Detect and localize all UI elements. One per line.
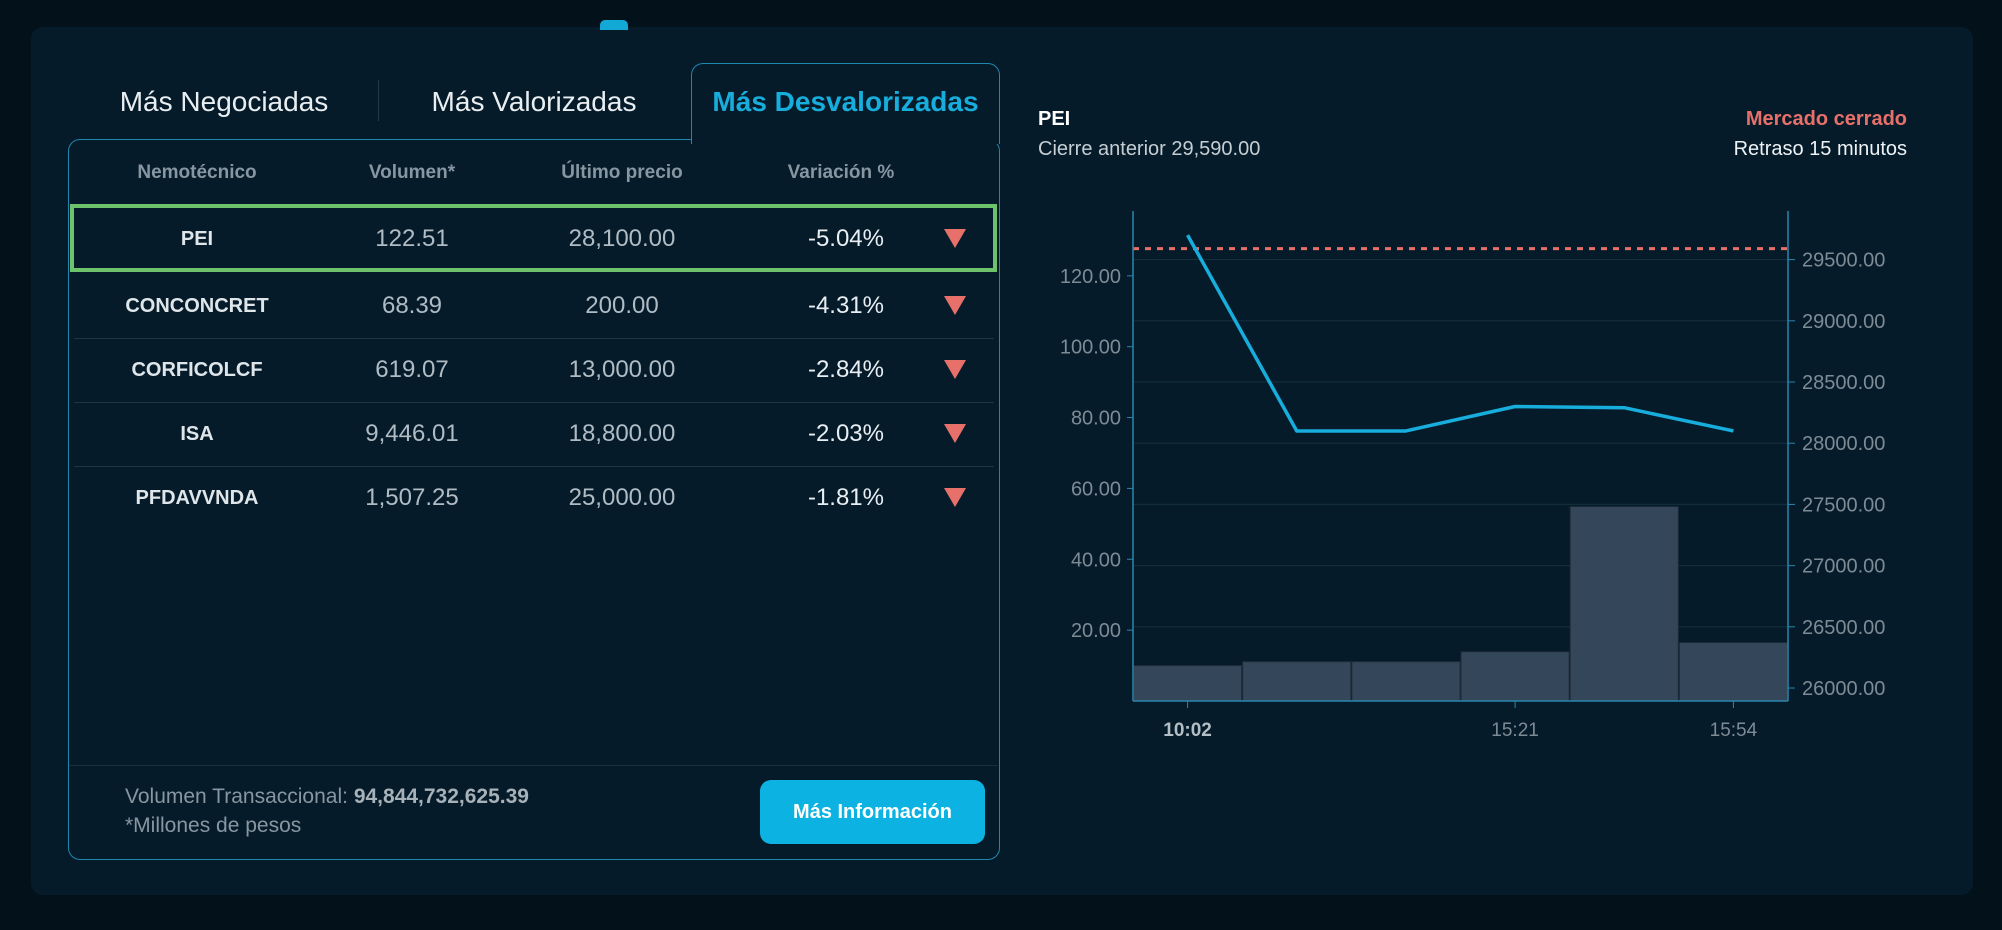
table-panel	[68, 139, 1000, 860]
right-tick-label: 27500.00	[1802, 494, 1885, 516]
cell-nemotecnico: PEI	[180, 228, 214, 250]
tab-divider	[378, 80, 379, 121]
cell-ultimo-precio: 200.00	[585, 292, 659, 319]
cell-nemotecnico: PFDAVVNDA	[135, 487, 259, 509]
right-tick-label: 26500.00	[1802, 617, 1885, 639]
left-tick-label: 80.00	[1071, 408, 1121, 430]
cell-variacion: -2.84%	[807, 356, 884, 383]
x-tick-label: 15:54	[1710, 720, 1758, 741]
row-divider	[74, 338, 994, 339]
tab-mas-negociadas[interactable]: Más Negociadas	[119, 86, 329, 117]
right-tick-label: 28000.00	[1802, 433, 1885, 455]
cell-variacion: -2.03%	[807, 420, 884, 447]
tab-mas-desvalorizadas[interactable]: Más Desvalorizadas	[712, 86, 979, 117]
active-tab-frame	[691, 63, 1000, 144]
more-info-button[interactable]: Más Información	[760, 780, 985, 844]
down-arrow-icon	[944, 488, 966, 507]
volume-bar	[1242, 661, 1352, 702]
tab-mas-valorizadas[interactable]: Más Valorizadas	[431, 86, 637, 117]
price-line	[1186, 234, 1734, 433]
cell-volumen: 68.39	[381, 292, 443, 319]
x-tick-label: 10:02	[1163, 720, 1212, 741]
down-arrow-icon	[944, 424, 966, 443]
header-volumen[interactable]: Volumen*	[368, 162, 456, 183]
left-tick-label: 60.00	[1071, 478, 1121, 500]
cell-nemotecnico: ISA	[180, 423, 214, 445]
cell-volumen: 619.07	[375, 356, 449, 383]
scroll-indicator[interactable]	[600, 20, 628, 30]
cell-nemotecnico: CORFICOLCF	[131, 359, 263, 381]
down-arrow-icon	[944, 360, 966, 379]
total-volume-value: 94,844,732,625.39	[353, 785, 529, 808]
right-tick-label: 29000.00	[1802, 311, 1885, 333]
down-arrow-icon	[944, 296, 966, 315]
down-arrow-icon	[944, 229, 966, 248]
header-nemotecnico[interactable]: Nemotécnico	[137, 162, 257, 183]
right-tick-label: 26000.00	[1802, 678, 1885, 700]
left-tick-label: 120.00	[1060, 266, 1121, 288]
cell-variacion: -4.31%	[807, 292, 884, 319]
widget-card	[31, 27, 1973, 895]
delay-note: Retraso 15 minutos	[1733, 138, 1907, 160]
cell-ultimo-precio: 25,000.00	[568, 484, 676, 511]
cell-nemotecnico: CONCONCRET	[125, 295, 269, 317]
total-volume-label: Volumen Transaccional:	[125, 785, 348, 808]
market-status: Mercado cerrado	[1745, 108, 1907, 130]
detail-symbol: PEI	[1038, 108, 1071, 130]
header-variacion[interactable]: Variación %	[787, 162, 895, 183]
left-tick-label: 100.00	[1060, 337, 1121, 359]
table-row[interactable]	[70, 204, 997, 272]
cell-volumen: 9,446.01	[365, 420, 459, 447]
cell-ultimo-precio: 28,100.00	[568, 225, 676, 252]
right-tick-label: 27000.00	[1802, 556, 1885, 578]
volume-bar	[1351, 661, 1461, 702]
left-tick-label: 40.00	[1071, 549, 1121, 571]
previous-close: Cierre anterior 29,590.00	[1038, 138, 1261, 160]
cell-variacion: -1.81%	[807, 484, 884, 511]
total-volume: Volumen Transaccional: 94,844,732,625.39	[125, 785, 529, 809]
volume-bar	[1133, 665, 1243, 702]
cell-volumen: 1,507.25	[365, 484, 459, 511]
right-tick-label: 28500.00	[1802, 372, 1885, 394]
cell-ultimo-precio: 18,800.00	[568, 420, 676, 447]
cell-volumen: 122.51	[375, 225, 449, 252]
cell-variacion: -5.04%	[807, 225, 884, 252]
volume-bar	[1569, 505, 1679, 702]
volume-bar	[1678, 642, 1789, 702]
row-divider	[74, 402, 994, 403]
header-ultimo-precio[interactable]: Último precio	[561, 162, 683, 183]
x-tick-label: 15:21	[1491, 720, 1539, 741]
row-divider	[74, 466, 994, 467]
volume-bar	[1460, 651, 1570, 702]
right-tick-label: 29500.00	[1802, 250, 1885, 272]
units-note: *Millones de pesos	[125, 814, 302, 837]
left-tick-label: 20.00	[1071, 620, 1121, 642]
footer-divider	[69, 765, 998, 766]
cell-ultimo-precio: 13,000.00	[568, 356, 676, 383]
